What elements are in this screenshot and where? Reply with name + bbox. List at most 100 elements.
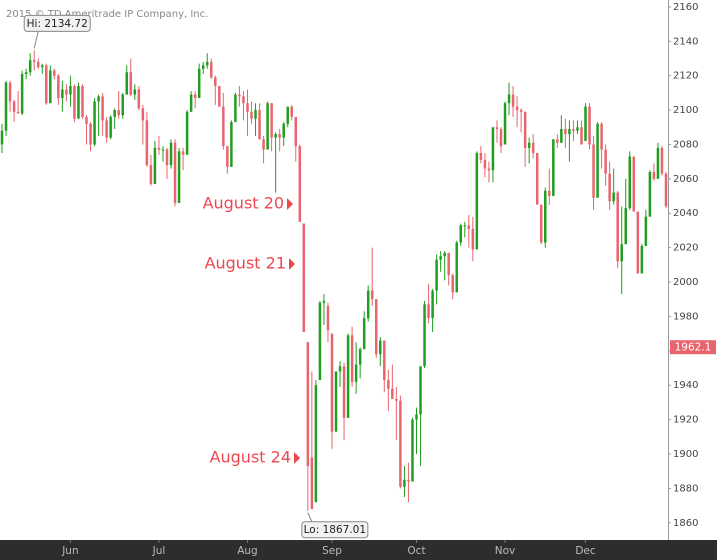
x-tick-label: Dec — [575, 545, 596, 557]
candle-body — [214, 77, 217, 86]
candle-body — [201, 65, 205, 69]
candle-body — [483, 159, 487, 169]
candle-body — [97, 96, 100, 102]
candle-body — [459, 225, 463, 243]
candle-body — [278, 134, 281, 138]
candle-body — [608, 173, 611, 202]
annotation: August 21 — [205, 254, 286, 273]
candle-body — [656, 147, 660, 179]
lo-label-box — [301, 521, 369, 539]
candle-body — [266, 103, 269, 150]
candle-body — [354, 364, 358, 382]
hi-label-box — [23, 14, 91, 32]
candle-body — [157, 147, 161, 150]
x-tick-label: Oct — [407, 545, 425, 557]
candle-body — [109, 116, 112, 138]
candle-body — [487, 168, 491, 171]
candle-body — [588, 106, 591, 145]
candle-body — [556, 139, 559, 143]
candle-body — [644, 216, 648, 246]
candle-body — [596, 123, 599, 198]
candle-body — [531, 142, 535, 154]
candle-body — [73, 85, 76, 119]
candle-body — [222, 106, 225, 147]
candle-body — [342, 366, 346, 418]
candle-body — [28, 60, 32, 73]
y-tick-label: 2000 — [673, 277, 698, 288]
lo-label-text: Lo: 1867.01 — [304, 524, 366, 536]
candle-body — [32, 60, 36, 62]
candle-body — [640, 245, 644, 274]
candle-body — [314, 385, 318, 503]
x-tick-label: Nov — [495, 545, 516, 557]
y-tick-label: 1980 — [673, 311, 698, 322]
x-tick-label: Jun — [61, 545, 78, 557]
candle-body — [652, 171, 656, 179]
candle-body — [310, 457, 314, 510]
copyright: 2015 © TD Ameritrade IP Company, Inc. — [6, 9, 208, 20]
annotation: August 20 — [203, 194, 284, 213]
candle-body — [246, 103, 249, 112]
candle-body — [403, 479, 406, 487]
y-tick-label: 1940 — [673, 380, 698, 391]
candle-body — [511, 94, 515, 107]
candle-body — [435, 259, 438, 291]
candle-body — [503, 103, 507, 145]
annotation: August 24 — [210, 448, 291, 467]
y-tick-label: 2060 — [673, 174, 698, 185]
candle-body — [318, 302, 322, 381]
candle-body — [302, 223, 306, 332]
candle-body — [81, 85, 84, 117]
candle-body — [568, 128, 571, 135]
candle-body — [572, 128, 575, 131]
candle-body — [189, 94, 193, 112]
y-tick-label: 2020 — [673, 243, 698, 254]
candle-body — [298, 146, 302, 222]
candle-body — [69, 85, 72, 95]
annotation-arrow — [287, 198, 293, 210]
candle-body — [544, 190, 547, 243]
candle-body — [560, 128, 563, 143]
candle-body — [53, 70, 56, 76]
candle-body — [370, 290, 374, 300]
candle-body — [471, 228, 475, 250]
candle-body — [234, 94, 237, 123]
candle-body — [93, 101, 96, 145]
candle-body — [515, 106, 519, 111]
candle-body — [379, 340, 382, 355]
hi-label-pointer — [33, 31, 39, 49]
candle-body — [4, 82, 8, 131]
candle-body — [326, 306, 330, 331]
candle-body — [57, 75, 60, 99]
candle-body — [258, 110, 261, 140]
candle-body — [535, 153, 539, 205]
candle-body — [306, 342, 310, 467]
candle-body — [366, 290, 370, 319]
candle-body — [443, 252, 446, 257]
lo-label: Lo: 1867.01 — [301, 512, 369, 539]
last-price-label: 1962.1 — [675, 342, 712, 354]
candle-body — [210, 61, 213, 78]
candle-body — [350, 335, 354, 382]
candle-body — [105, 120, 108, 138]
annotation-arrow — [294, 452, 300, 464]
candle-body — [77, 85, 80, 119]
y-tick-label: 1880 — [673, 483, 698, 494]
candle-body — [439, 256, 442, 260]
x-tick-label: Sep — [322, 545, 342, 557]
candle-body — [383, 340, 386, 381]
y-tick-label: 2080 — [673, 139, 698, 150]
y-tick-label: 2140 — [673, 36, 698, 47]
candle-body — [185, 111, 189, 155]
candle-body — [628, 156, 632, 209]
candle-body — [564, 128, 567, 135]
candle-body — [133, 89, 137, 95]
candle-body — [523, 111, 527, 148]
candle-body — [358, 349, 362, 365]
y-tick-label: 1920 — [673, 415, 698, 426]
candle-body — [153, 147, 157, 185]
candle-body — [61, 89, 64, 99]
candle-body — [423, 304, 426, 367]
candle-body — [548, 190, 551, 197]
candle-body — [415, 414, 418, 420]
